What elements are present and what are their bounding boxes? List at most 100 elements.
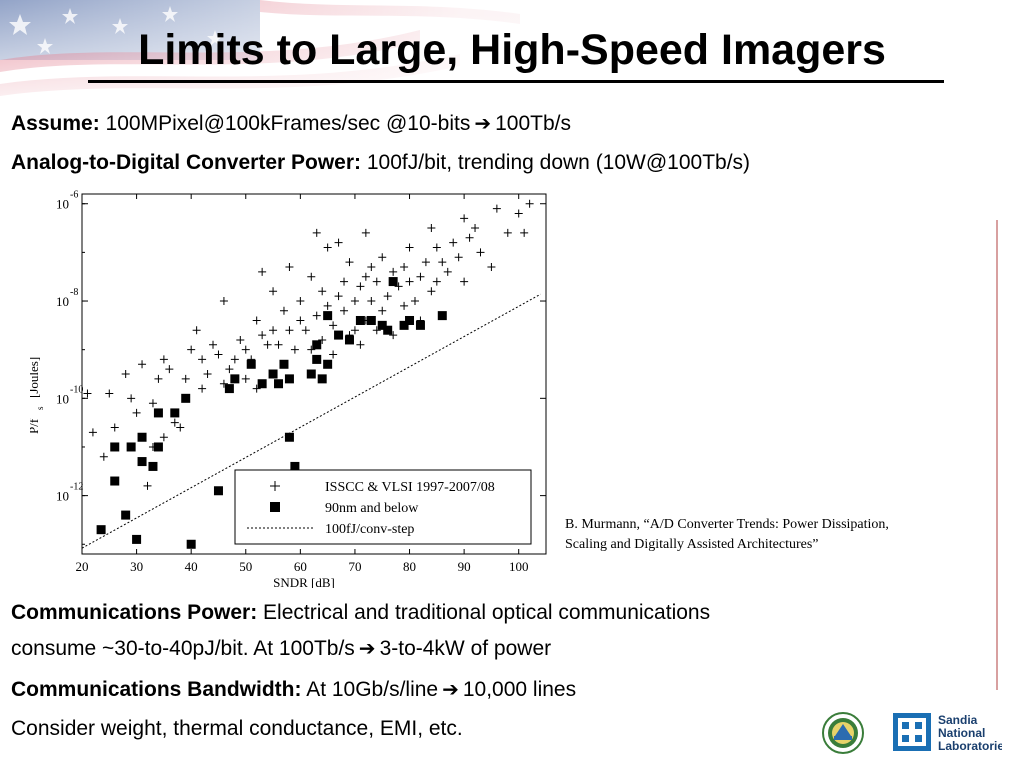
isscc-vlsi-point xyxy=(378,306,387,315)
isscc-vlsi-point xyxy=(525,199,534,208)
isscc-vlsi-point xyxy=(312,228,321,237)
isscc-vlsi-point xyxy=(236,335,245,344)
isscc-vlsi-point xyxy=(340,277,349,286)
y-tick-label-exponent: -10 xyxy=(70,384,83,395)
isscc-vlsi-point xyxy=(389,331,398,340)
isscc-vlsi-point xyxy=(165,365,174,374)
isscc-vlsi-point xyxy=(520,228,529,237)
isscc-vlsi-point xyxy=(356,282,365,291)
sandia-name-line-2: National xyxy=(938,726,985,740)
90nm-point xyxy=(355,315,365,325)
90nm-point xyxy=(405,315,415,325)
isscc-vlsi-point xyxy=(159,433,168,442)
consider-line: Consider weight, thermal conductance, EM… xyxy=(11,717,463,740)
90nm-point xyxy=(323,311,333,321)
isscc-vlsi-point xyxy=(132,408,141,417)
isscc-vlsi-point xyxy=(334,238,343,247)
isscc-vlsi-point xyxy=(252,384,261,393)
comm-bandwidth-text-a: At 10Gb/s/line xyxy=(306,678,439,701)
isscc-vlsi-point xyxy=(258,267,267,276)
slide-title: Limits to Large, High-Speed Imagers xyxy=(138,26,886,74)
adc-text: 100fJ/bit, trending down (10W@100Tb/s) xyxy=(366,151,751,174)
isscc-vlsi-point xyxy=(198,384,207,393)
legend-plus-marker xyxy=(270,481,280,491)
y-tick-label-base: 10 xyxy=(56,391,69,406)
isscc-vlsi-point xyxy=(110,423,119,432)
90nm-point xyxy=(274,379,284,389)
isscc-vlsi-point xyxy=(105,389,114,398)
isscc-vlsi-point xyxy=(318,335,327,344)
90nm-point xyxy=(312,340,322,350)
comm-power-text-2b: 3-to-4kW of power xyxy=(379,637,552,660)
legend-box xyxy=(234,469,532,545)
isscc-vlsi-point xyxy=(258,331,267,340)
90nm-point xyxy=(257,379,267,389)
isscc-vlsi-point xyxy=(405,243,414,252)
isscc-vlsi-point xyxy=(471,224,480,233)
isscc-vlsi-point xyxy=(230,355,239,364)
y-axis-label-main: P/f xyxy=(30,418,41,434)
isscc-vlsi-point xyxy=(416,272,425,281)
isscc-vlsi-point xyxy=(410,297,419,306)
isscc-vlsi-point xyxy=(296,316,305,325)
isscc-vlsi-point xyxy=(159,355,168,364)
isscc-vlsi-point xyxy=(154,374,163,383)
isscc-vlsi-point xyxy=(438,258,447,267)
90nm-point xyxy=(437,311,447,321)
reference-line-100fj xyxy=(81,293,541,549)
isscc-vlsi-point xyxy=(465,233,474,242)
flag-banner-background xyxy=(0,0,1024,120)
isscc-vlsi-point xyxy=(345,258,354,267)
x-tick-label: 20 xyxy=(76,559,89,574)
citation-line-1: B. Murmann, “A/D Converter Trends: Power… xyxy=(565,517,889,532)
90nm-point xyxy=(110,442,120,452)
isscc-vlsi-point xyxy=(252,316,261,325)
side-border-accent xyxy=(996,220,998,690)
90nm-point xyxy=(377,320,387,330)
assume-text: 100MPixel@100kFrames/sec @10-bits xyxy=(105,112,471,135)
90nm-point xyxy=(268,369,278,379)
assume-line: Assume: 100MPixel@100kFrames/sec @10-bit… xyxy=(11,111,571,136)
isscc-vlsi-point xyxy=(99,452,108,461)
isscc-vlsi-point xyxy=(312,311,321,320)
sandia-thunderbird-icon: Sandia National Laboratories xyxy=(893,713,1011,753)
90nm-point xyxy=(148,461,158,471)
x-tick-label: 80 xyxy=(403,559,416,574)
90nm-point xyxy=(284,432,294,442)
isscc-vlsi-point xyxy=(400,301,409,310)
90nm-point xyxy=(213,486,223,496)
90nm-point xyxy=(415,320,425,330)
x-tick-label: 100 xyxy=(509,559,529,574)
isscc-vlsi-point xyxy=(443,267,452,276)
isscc-vlsi-point xyxy=(356,340,365,349)
legend-square-marker xyxy=(270,502,280,512)
comm-power-label: Communications Power: xyxy=(11,601,258,624)
isscc-vlsi-point xyxy=(269,326,278,335)
citation-line-2: Scaling and Digitally Assisted Architect… xyxy=(565,537,819,552)
sandia-logo: Sandia National Laboratories xyxy=(892,710,1011,756)
90nm-point xyxy=(312,354,322,364)
isscc-vlsi-point xyxy=(225,365,234,374)
isscc-vlsi-point xyxy=(323,243,332,252)
90nm-point xyxy=(366,315,376,325)
comm-power-text-2a: consume ~30-to-40pJ/bit. At 100Tb/s xyxy=(11,637,355,660)
isscc-vlsi-point xyxy=(367,262,376,271)
doe-seal-icon xyxy=(822,712,864,754)
90nm-point xyxy=(132,534,142,544)
isscc-vlsi-point xyxy=(476,248,485,257)
right-arrow-icon: ➔ xyxy=(474,113,492,135)
isscc-vlsi-point xyxy=(503,228,512,237)
isscc-vlsi-point xyxy=(514,209,523,218)
isscc-vlsi-point xyxy=(290,345,299,354)
90nm-point xyxy=(279,359,289,369)
legend-label: 100fJ/conv-step xyxy=(325,522,414,537)
90nm-point xyxy=(246,359,256,369)
plot-frame xyxy=(81,193,547,555)
isscc-vlsi-point xyxy=(285,262,294,271)
isscc-vlsi-point xyxy=(209,340,218,349)
isscc-vlsi-point xyxy=(460,277,469,286)
legend-label: 90nm and below xyxy=(325,501,419,516)
isscc-vlsi-point xyxy=(143,481,152,490)
